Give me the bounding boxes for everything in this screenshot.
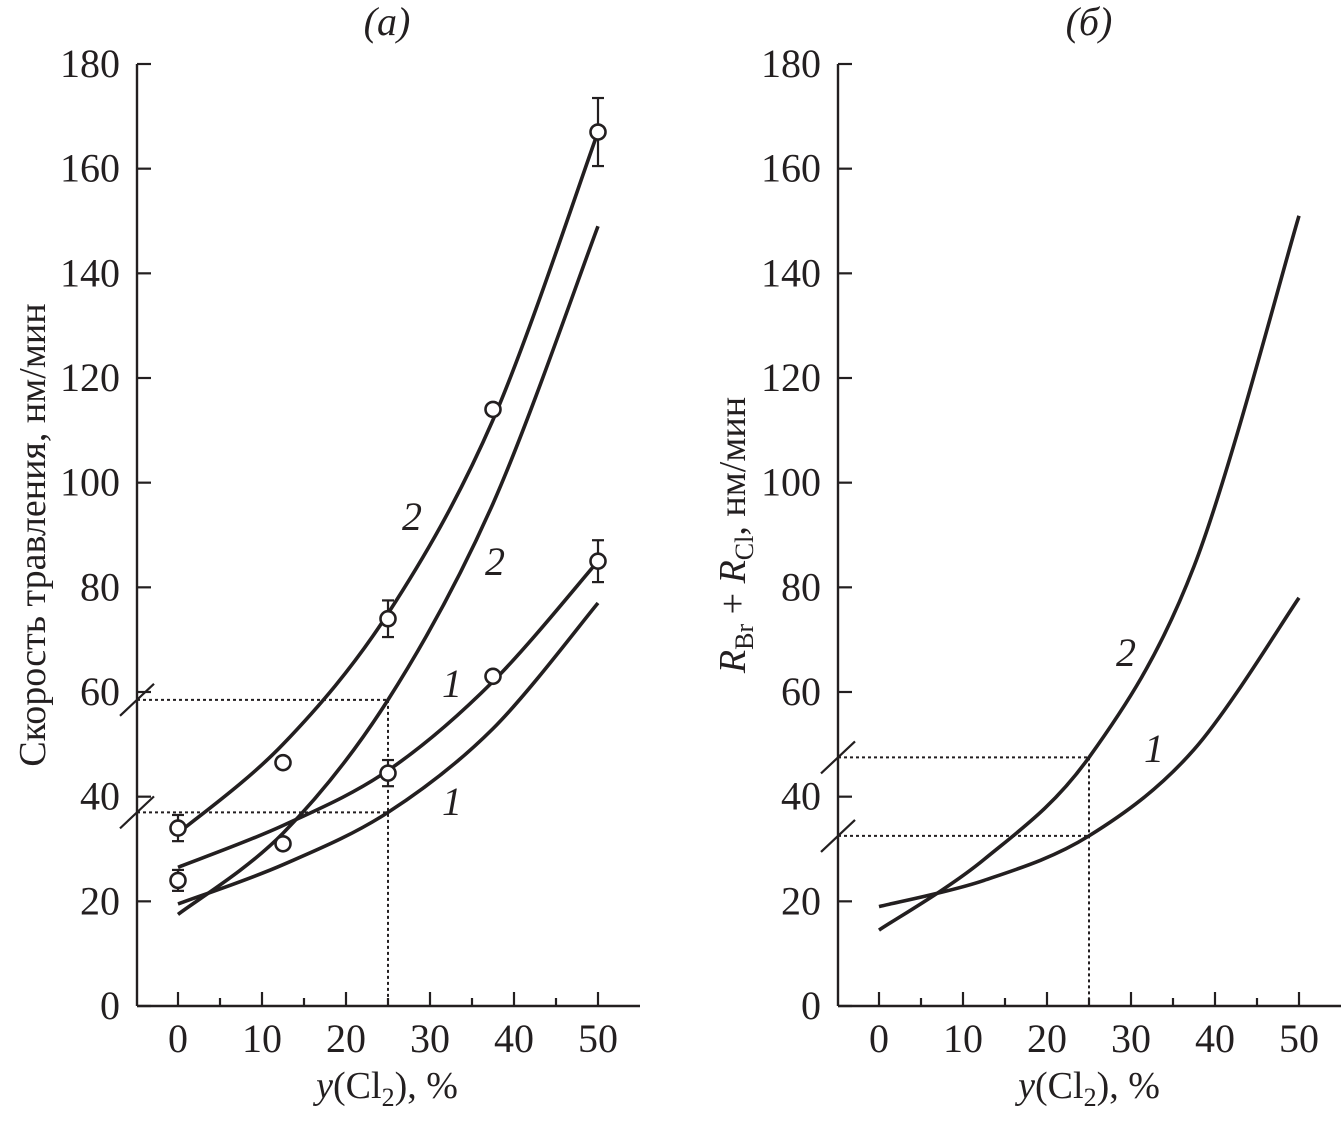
panel-a-series-curve-2: [176, 131, 600, 835]
panel-b-axis-break-mark: [820, 740, 856, 775]
panel-b-plot-area: 0 20 40 60 80 100 120 140 160 180 0 10 20 30 40 50 2 1: [761, 41, 1341, 1061]
panel-a-y-axis-label: Скорость травления, нм/мин: [12, 303, 54, 766]
panel-a-data-point: [274, 753, 292, 772]
panel-a: (а) Скорость травления, нм/мин y(Cl2), %…: [12, 0, 640, 1112]
panel-a-series-curve-1: [177, 601, 600, 906]
panel-b-y-tick-label: 100: [761, 460, 821, 505]
panel-a-y-tick-label: 100: [60, 460, 120, 505]
panel-b-y-r2: R: [712, 560, 754, 584]
panel-a-data-point: [589, 552, 607, 570]
panel-a-data-point: [274, 834, 292, 853]
panel-a-x-close: ), %: [395, 1065, 458, 1107]
panel-b-series-label: 1: [1144, 726, 1164, 771]
panel-a-y-tick-label: 40: [80, 774, 120, 819]
panel-b-x-tick-label: 10: [943, 1016, 983, 1061]
panel-b-series-curve-1: [878, 596, 1301, 909]
panel-a-x-tick-label: 50: [578, 1016, 618, 1061]
panel-a-plot-area: 0 20 40 60 80 100 120 140 160 180 0 10 20 30 40 50 2 2 1 1: [60, 41, 640, 1061]
panel-a-series-curve-2: [176, 225, 600, 916]
panel-b-x-var: y: [1014, 1065, 1035, 1107]
panel-b-y-tick-label: 180: [761, 41, 821, 86]
panel-b-y-plus: +: [712, 583, 754, 623]
panel-b-x-tick-label: 50: [1279, 1016, 1319, 1061]
panel-a-axis-break-mark: [119, 795, 155, 830]
panel-b-x-sub: 2: [1084, 1083, 1097, 1112]
panel-a-y-tick-label: 20: [80, 878, 120, 923]
panel-b-y-tick-label: 60: [781, 669, 821, 714]
panel-b-y-s2: Cl: [730, 536, 759, 561]
panel-a-x-tick-label: 10: [242, 1016, 282, 1061]
panel-b-y-tick-label: 160: [761, 146, 821, 191]
panel-b-x-open: (Cl: [1035, 1065, 1084, 1107]
panel-a-series-label: 1: [442, 779, 462, 824]
panel-b-series-label: 2: [1116, 630, 1136, 675]
panel-b-y-tick-label: 0: [801, 983, 821, 1028]
panel-b-y-tick-label: 80: [781, 564, 821, 609]
panel-a-y-tick-label: 120: [60, 355, 120, 400]
panel-a-x-tick-label: 30: [410, 1016, 450, 1061]
panel-b-title: (б): [1066, 0, 1113, 44]
panel-b-x-close: ), %: [1097, 1065, 1160, 1107]
panel-a-y-tick-label: 60: [80, 669, 120, 714]
panel-a-data-point: [379, 609, 397, 628]
panel-a-data-point: [169, 819, 187, 837]
panel-a-data-point: [589, 123, 607, 141]
panel-b-x-tick-label: 20: [1027, 1016, 1067, 1061]
panel-b-x-tick-label: 30: [1111, 1016, 1151, 1061]
panel-a-title: (а): [364, 0, 411, 44]
panel-b-x-tick-label: 0: [869, 1016, 889, 1061]
panel-b-y-tick-label: 120: [761, 355, 821, 400]
panel-b-axis-break-mark: [820, 819, 856, 853]
panel-a-data-point: [379, 764, 397, 782]
panel-a-series-label: 2: [485, 539, 505, 584]
panel-a-data-point: [484, 400, 502, 419]
panel-b-y-r1: R: [712, 650, 754, 674]
panel-b: (б) RBr + RCl, нм/мин y(Cl2), % 02040608…: [712, 0, 1341, 1112]
panel-b-y-tick-label: 140: [761, 250, 821, 295]
panel-b-y-s1: Br: [730, 624, 759, 650]
panel-a-series-label: 2: [402, 494, 422, 539]
panel-a-x-tick-label: 0: [168, 1016, 188, 1061]
panel-a-y-tick-label: 140: [60, 250, 120, 295]
panel-b-y-tick-label: 20: [781, 878, 821, 923]
panel-b-y-tick-label: 40: [781, 774, 821, 819]
panel-a-y-tick-label: 160: [60, 146, 120, 191]
panel-a-y-tick-label: 0: [100, 983, 120, 1028]
panel-a-y-tick-label: 80: [80, 564, 120, 609]
panel-a-series-label: 1: [442, 661, 462, 706]
panel-b-y-unit: , нм/мин: [712, 397, 754, 536]
panel-a-data-point: [169, 871, 187, 890]
panel-a-x-sub: 2: [382, 1083, 395, 1112]
panel-b-series-curve-2: [877, 215, 1301, 932]
panel-a-x-tick-label: 20: [326, 1016, 366, 1061]
panel-a-x-tick-label: 40: [494, 1016, 534, 1061]
panel-b-y-axis-label: RBr + RCl, нм/мин: [712, 397, 759, 674]
panel-a-data-point: [484, 667, 502, 686]
panel-a-x-open: (Cl: [333, 1065, 382, 1107]
panel-a-axis-break-mark: [119, 683, 155, 717]
panel-b-x-axis-label: y(Cl2), %: [1014, 1065, 1160, 1112]
panel-a-y-tick-label: 180: [60, 41, 120, 86]
panel-a-x-axis-label: y(Cl2), %: [312, 1065, 458, 1112]
panel-b-x-tick-label: 40: [1195, 1016, 1235, 1061]
panel-a-x-var: y: [312, 1065, 333, 1107]
